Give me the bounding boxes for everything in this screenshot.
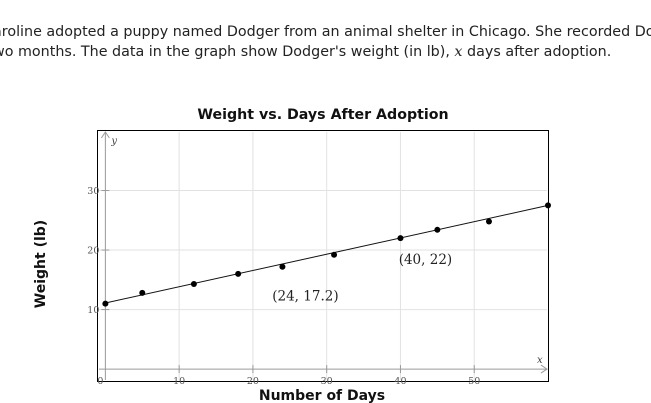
gridlines [99,132,547,380]
data-point [331,251,338,258]
x-axis-variable: x [537,355,543,366]
problem-line-2-prefix: wo months. The data in the graph show Do… [0,44,455,60]
problem-text: aroline adopted a puppy named Dodger fro… [0,22,651,62]
problem-line-1: aroline adopted a puppy named Dodger fro… [0,24,651,40]
problem-line-2: wo months. The data in the graph show Do… [0,42,651,62]
y-tick-label: 10 [87,305,99,316]
y-axis-arrow [100,131,110,139]
data-points [102,202,551,307]
axes: yx [99,131,548,380]
x-tick-label: 30 [321,376,333,387]
x-tick-label: 0 [97,376,103,387]
x-axis-arrow [540,364,548,374]
data-point [139,289,146,296]
annotation-label: (24, 17.2) [272,289,338,305]
problem-line-2-suffix: days after adoption. [462,44,612,60]
x-axis-title: Number of Days [259,388,385,403]
x-tick-label: 50 [468,376,480,387]
data-point [102,300,109,307]
fit-line [105,204,549,304]
x-tick-label: 10 [173,376,185,387]
data-point [434,226,441,233]
y-tick-label: 30 [87,186,99,197]
data-point [190,280,197,287]
data-point [279,263,286,270]
y-tick-label: 20 [87,246,99,257]
annotation-label: (40, 22) [399,252,452,268]
annotations: (24, 17.2) (40, 22) [272,252,452,305]
plot-frame [97,130,549,382]
data-point [545,202,551,209]
y-axis-variable: y [110,136,117,147]
x-tick-label: 40 [394,376,406,387]
problem-variable-x: x [454,44,463,60]
y-axis-title: Weight (lb) [33,220,49,308]
data-point [397,235,404,242]
tick-labels: 10 20 30 0 10 20 30 40 50 [87,186,480,387]
x-tick-label: 20 [247,376,259,387]
data-point [235,270,242,277]
chart-title: Weight vs. Days After Adoption [197,107,448,123]
data-point [485,218,492,225]
